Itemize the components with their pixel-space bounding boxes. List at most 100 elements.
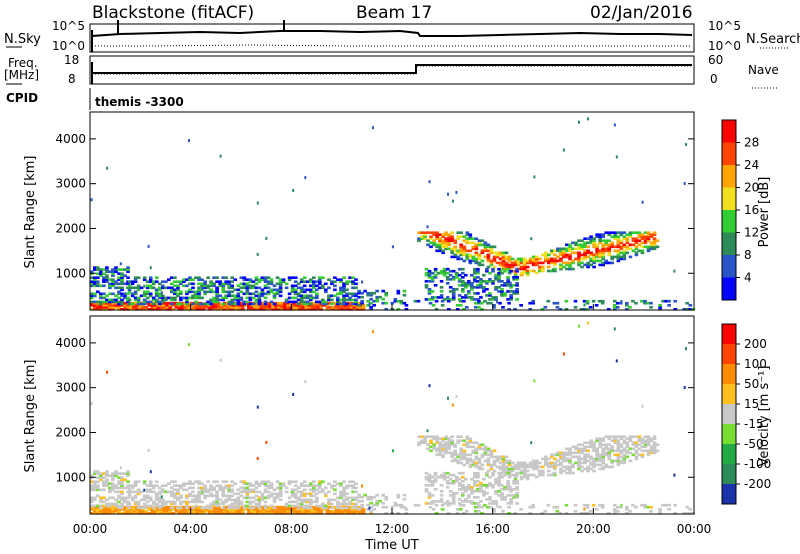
power-cell — [498, 253, 503, 257]
velocity-cell — [658, 510, 662, 513]
power-cell — [525, 259, 530, 263]
velocity-cell — [595, 447, 599, 451]
velocity-cell — [266, 490, 271, 494]
velocity-cell — [512, 488, 516, 491]
velocity-cell — [351, 496, 355, 500]
power-cell — [464, 282, 468, 285]
velocity-cell — [619, 437, 624, 441]
power-cell — [158, 286, 162, 290]
velocity-cell — [305, 506, 310, 510]
velocity-cell — [150, 512, 155, 515]
power-cell — [528, 301, 533, 305]
velocity-cell — [447, 447, 452, 451]
velocity-cell — [459, 449, 464, 453]
velocity-cell — [426, 429, 429, 433]
power-cell — [625, 301, 629, 305]
velocity-cell — [250, 510, 254, 513]
velocity-cell — [583, 457, 587, 461]
velocity-cell — [613, 439, 618, 443]
velocity-cell — [154, 494, 159, 498]
velocity-cell — [191, 494, 195, 498]
velocity-cell — [173, 494, 177, 498]
velocity-cell — [553, 457, 557, 461]
power-cell — [108, 270, 112, 274]
power-cell — [179, 282, 183, 286]
velocity-cell — [230, 506, 235, 510]
power-cell — [459, 253, 464, 257]
velocity-cell — [509, 490, 513, 493]
power-cell — [571, 259, 575, 263]
power-cell — [673, 299, 678, 303]
power-cell — [126, 304, 130, 307]
velocity-cell — [147, 508, 152, 511]
power-cell — [613, 299, 617, 303]
power-cell — [480, 251, 485, 255]
power-cell — [296, 282, 301, 286]
power-cell — [180, 304, 185, 307]
power-cell — [278, 288, 283, 292]
power-cell — [607, 245, 612, 249]
velocity-cell — [616, 441, 621, 445]
y-tick-label: 1000 — [55, 266, 86, 280]
power-cell — [438, 247, 442, 251]
velocity-cell — [257, 504, 262, 508]
velocity-cell — [304, 510, 309, 513]
velocity-cell — [275, 492, 280, 496]
power-cell — [278, 290, 283, 294]
velocity-cell — [551, 472, 554, 476]
power-cell — [691, 308, 696, 311]
power-cell — [268, 308, 272, 311]
velocity-cell — [241, 512, 245, 515]
power-cell — [148, 292, 153, 296]
velocity-cell — [186, 510, 191, 513]
power-cell — [254, 294, 259, 298]
power-cell — [349, 306, 354, 309]
power-cell — [619, 257, 624, 261]
power-cell — [260, 278, 265, 282]
power-cell — [583, 249, 587, 253]
power-cell — [451, 298, 456, 301]
power-cell — [313, 304, 318, 307]
power-cell — [512, 278, 516, 281]
velocity-cell — [170, 490, 174, 494]
velocity-cell — [177, 508, 182, 511]
velocity-cell — [302, 492, 307, 496]
velocity-cell — [215, 492, 219, 496]
power-cell — [506, 267, 510, 271]
velocity-cell — [230, 502, 235, 506]
power-cell — [522, 265, 527, 269]
power-cell — [268, 304, 272, 307]
power-cell — [136, 298, 141, 302]
velocity-cell — [619, 459, 624, 463]
velocity-cell — [312, 490, 316, 494]
velocity-cell — [170, 506, 174, 510]
power-cell — [242, 282, 247, 286]
velocity-cell — [248, 496, 253, 500]
power-cell — [477, 306, 481, 309]
velocity-cell — [441, 437, 445, 441]
power-cell — [224, 296, 229, 300]
power-cell — [141, 306, 145, 309]
velocity-cell — [538, 469, 542, 473]
velocity-cell — [177, 510, 182, 513]
velocity-cell — [153, 508, 158, 511]
power-cell — [351, 280, 355, 284]
power-cell — [96, 308, 100, 311]
power-cell — [439, 271, 444, 275]
velocity-cell — [435, 449, 439, 453]
power-cell — [235, 308, 239, 311]
velocity-cell — [616, 461, 621, 465]
velocity-cell — [272, 488, 277, 492]
velocity-cell — [148, 480, 153, 484]
power-cell — [111, 304, 115, 307]
velocity-cell — [319, 508, 324, 511]
power-cell — [102, 280, 106, 284]
power-cell — [162, 306, 167, 309]
velocity-cell — [143, 488, 146, 492]
velocity-cell — [227, 490, 232, 494]
velocity-cell — [473, 480, 477, 483]
power-cell — [522, 263, 527, 267]
velocity-cell — [589, 455, 593, 459]
power-cell — [610, 231, 615, 235]
power-cell — [197, 296, 201, 300]
